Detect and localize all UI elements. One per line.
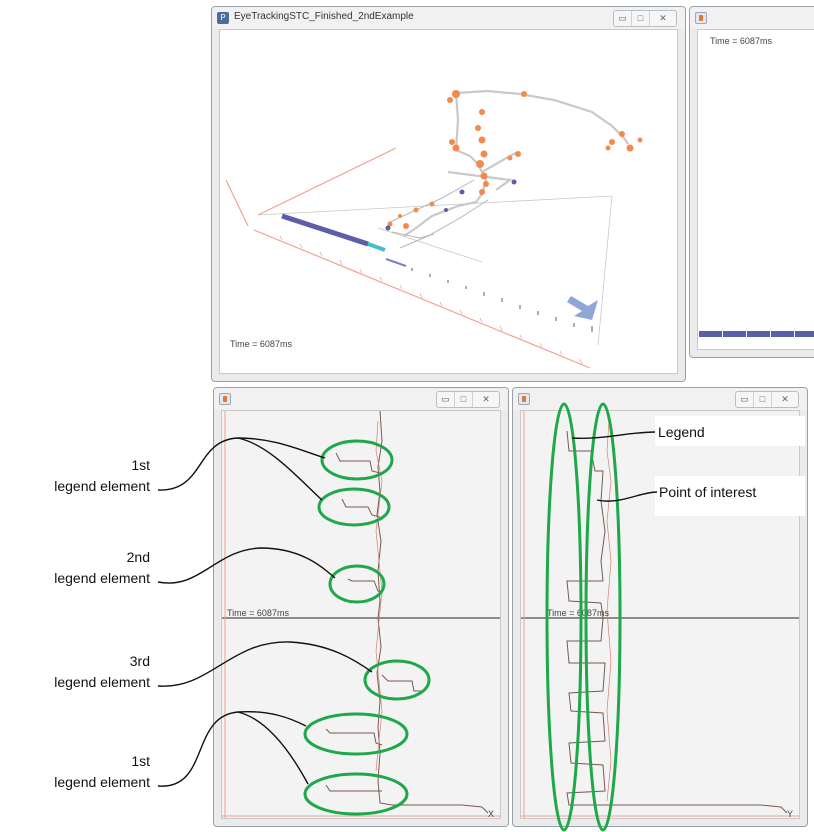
maximize-icon[interactable]: □ (632, 11, 650, 26)
x-axis-label: X (488, 809, 495, 819)
java-app-icon (695, 12, 707, 24)
time-label: Time = 6087ms (227, 608, 289, 618)
x-timeline-window[interactable]: ▭ □ ✕ Time = 6087ms X (213, 387, 509, 827)
legend-label-box (655, 416, 805, 446)
minimize-icon[interactable]: ▭ (614, 11, 632, 26)
y-canvas[interactable]: Time = 6087ms Y (520, 410, 800, 819)
close-icon[interactable]: ✕ (781, 394, 789, 404)
poi-label-box (655, 476, 805, 516)
maximize-icon[interactable]: □ (455, 392, 473, 407)
main-window[interactable]: P EyeTrackingSTC_Finished_2ndExample ▭ □… (211, 6, 686, 382)
side-canvas[interactable]: Time = 6087ms (697, 29, 814, 350)
axis-y (253, 229, 591, 369)
processing-app-icon: P (217, 12, 229, 24)
window-controls: ▭ □ ✕ (436, 391, 500, 408)
callout-point-of-interest: Point of interest (659, 484, 757, 500)
close-icon[interactable]: ✕ (659, 13, 667, 23)
timeline-bar (699, 331, 814, 337)
minimize-icon[interactable]: ▭ (437, 392, 455, 407)
java-app-icon (518, 393, 530, 405)
axis-vertical-left (225, 179, 249, 227)
close-icon[interactable]: ✕ (482, 394, 490, 404)
main-window-titlebar[interactable]: P EyeTrackingSTC_Finished_2ndExample ▭ □… (212, 7, 685, 29)
callout-legend-element-3: 3rd legend element (54, 653, 150, 690)
space-time-cube-view (225, 89, 643, 369)
callout-legend-element-2: 2nd legend element (54, 549, 150, 586)
window-title: EyeTrackingSTC_Finished_2ndExample (234, 11, 414, 22)
callout-legend: Legend (658, 424, 705, 440)
direction-arrow-icon (567, 296, 598, 320)
minimize-icon[interactable]: ▭ (736, 392, 754, 407)
time-label: Time = 6087ms (547, 608, 609, 618)
callout-legend-element-4: 1st legend element (54, 753, 150, 790)
window-controls: ▭ □ ✕ (613, 10, 677, 27)
time-label: Time = 6087ms (710, 36, 772, 46)
side-window[interactable]: Time = 6087ms (689, 6, 814, 358)
java-app-icon (219, 393, 231, 405)
window-controls: ▭ □ ✕ (735, 391, 799, 408)
axis-x (257, 147, 397, 216)
callout-legend-element-1: 1st legend element (54, 457, 150, 494)
maximize-icon[interactable]: □ (754, 392, 772, 407)
time-label: Time = 6087ms (230, 339, 292, 349)
x-window-titlebar[interactable]: ▭ □ ✕ (214, 388, 508, 410)
x-canvas[interactable]: Time = 6087ms X (221, 410, 501, 819)
y-window-titlebar[interactable]: ▭ □ ✕ (513, 388, 807, 410)
y-timeline-window[interactable]: ▭ □ ✕ Time = 6087ms Y (512, 387, 808, 827)
y-axis-label: Y (787, 809, 794, 819)
side-window-titlebar[interactable] (690, 7, 814, 29)
stc-3d-canvas[interactable]: Time = 6087ms (219, 29, 678, 374)
